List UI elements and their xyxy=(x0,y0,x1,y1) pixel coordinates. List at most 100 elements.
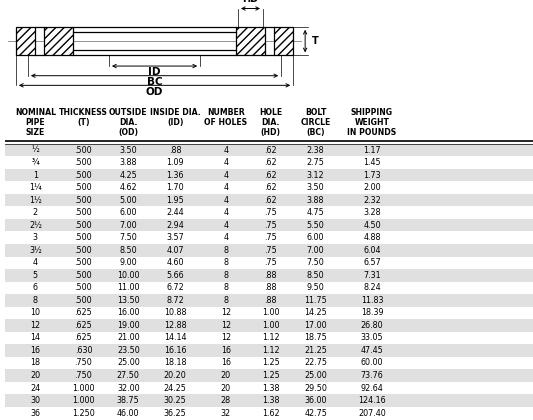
Text: 4.62: 4.62 xyxy=(119,183,137,192)
Text: 9.00: 9.00 xyxy=(119,258,137,267)
Text: 8.50: 8.50 xyxy=(307,271,325,280)
Text: 1.36: 1.36 xyxy=(166,171,184,180)
Text: 32: 32 xyxy=(221,409,231,417)
Text: 1: 1 xyxy=(33,171,38,180)
Text: 12.88: 12.88 xyxy=(164,321,187,330)
Text: 1.250: 1.250 xyxy=(72,409,95,417)
Text: NOMINAL: NOMINAL xyxy=(15,108,56,116)
Text: 2: 2 xyxy=(33,208,38,217)
Text: .88: .88 xyxy=(264,271,277,280)
Text: 10.88: 10.88 xyxy=(164,308,187,318)
Text: THICKNESS: THICKNESS xyxy=(59,108,108,116)
Text: .625: .625 xyxy=(75,308,92,318)
Text: 2.32: 2.32 xyxy=(363,196,381,205)
Text: 4.60: 4.60 xyxy=(166,258,184,267)
Text: 16.00: 16.00 xyxy=(117,308,140,318)
Text: 23.50: 23.50 xyxy=(117,346,140,355)
Text: 16: 16 xyxy=(221,359,231,368)
Text: 20: 20 xyxy=(30,371,41,380)
Text: 11.75: 11.75 xyxy=(304,296,327,305)
Text: 13.50: 13.50 xyxy=(117,296,140,305)
Text: 1.25: 1.25 xyxy=(262,359,280,368)
Text: 4: 4 xyxy=(223,208,229,217)
Text: 8.50: 8.50 xyxy=(119,246,137,255)
Text: 16: 16 xyxy=(221,346,231,355)
Bar xyxy=(16,27,35,55)
Text: .750: .750 xyxy=(75,371,92,380)
Text: (HD): (HD) xyxy=(261,129,281,137)
Text: 5.50: 5.50 xyxy=(306,220,325,230)
Bar xyxy=(5,407,533,419)
Text: 8: 8 xyxy=(223,284,229,292)
Text: .625: .625 xyxy=(75,321,92,330)
Text: 20: 20 xyxy=(221,383,231,393)
Bar xyxy=(5,244,533,257)
Text: 26.80: 26.80 xyxy=(361,321,383,330)
Text: 3.88: 3.88 xyxy=(119,158,137,167)
Bar xyxy=(5,194,533,206)
Text: HD: HD xyxy=(243,0,259,4)
Text: 3.57: 3.57 xyxy=(166,233,184,242)
Text: 1.17: 1.17 xyxy=(364,145,381,155)
Text: (ID): (ID) xyxy=(167,118,183,127)
Text: .62: .62 xyxy=(264,145,277,155)
Text: 46.00: 46.00 xyxy=(117,409,140,417)
Text: 6.57: 6.57 xyxy=(363,258,381,267)
Text: 14.14: 14.14 xyxy=(164,333,187,342)
Text: 8: 8 xyxy=(223,271,229,280)
Text: 47.45: 47.45 xyxy=(361,346,383,355)
Text: 6.72: 6.72 xyxy=(166,284,184,292)
Text: 14.25: 14.25 xyxy=(304,308,327,318)
Bar xyxy=(5,206,533,219)
Text: 18: 18 xyxy=(30,359,41,368)
Text: OUTSIDE: OUTSIDE xyxy=(109,108,148,116)
Text: 3: 3 xyxy=(33,233,38,242)
Text: 8: 8 xyxy=(33,296,38,305)
Bar xyxy=(5,357,533,369)
Text: 14: 14 xyxy=(30,333,41,342)
Text: .500: .500 xyxy=(75,258,92,267)
Text: T: T xyxy=(312,36,319,46)
Text: 8: 8 xyxy=(223,246,229,255)
Text: .62: .62 xyxy=(264,183,277,192)
Text: .500: .500 xyxy=(75,208,92,217)
Text: .75: .75 xyxy=(264,246,277,255)
Text: 29.50: 29.50 xyxy=(304,383,327,393)
Bar xyxy=(5,144,533,156)
Text: .500: .500 xyxy=(75,196,92,205)
Text: 8: 8 xyxy=(223,296,229,305)
Text: 20: 20 xyxy=(221,371,231,380)
Bar xyxy=(5,269,533,281)
Bar xyxy=(44,27,73,55)
Text: 12: 12 xyxy=(221,321,231,330)
Bar xyxy=(5,344,533,357)
Bar xyxy=(5,219,533,231)
Text: 1.12: 1.12 xyxy=(262,346,280,355)
Bar xyxy=(236,27,265,55)
Text: .88: .88 xyxy=(264,284,277,292)
Text: ID: ID xyxy=(148,68,161,77)
Bar xyxy=(5,257,533,269)
Text: SHIPPING: SHIPPING xyxy=(351,108,393,116)
Text: 30: 30 xyxy=(30,396,41,405)
Text: 1.12: 1.12 xyxy=(262,333,280,342)
Text: 36: 36 xyxy=(30,409,41,417)
Text: 5: 5 xyxy=(33,271,38,280)
Text: 24: 24 xyxy=(30,383,41,393)
Text: 11.83: 11.83 xyxy=(361,296,383,305)
Text: BOLT: BOLT xyxy=(305,108,326,116)
Text: .88: .88 xyxy=(169,145,182,155)
Text: SIZE: SIZE xyxy=(26,129,45,137)
Text: 9.50: 9.50 xyxy=(306,284,325,292)
Text: 5.00: 5.00 xyxy=(119,196,137,205)
Bar xyxy=(5,382,533,394)
Text: 4: 4 xyxy=(223,220,229,230)
Text: 25.00: 25.00 xyxy=(304,371,327,380)
Text: 6.00: 6.00 xyxy=(307,233,325,242)
Text: 1.00: 1.00 xyxy=(262,321,279,330)
Text: 60.00: 60.00 xyxy=(361,359,383,368)
Text: 4: 4 xyxy=(223,183,229,192)
Text: .500: .500 xyxy=(75,284,92,292)
Text: .500: .500 xyxy=(75,183,92,192)
Text: 1.95: 1.95 xyxy=(166,196,184,205)
